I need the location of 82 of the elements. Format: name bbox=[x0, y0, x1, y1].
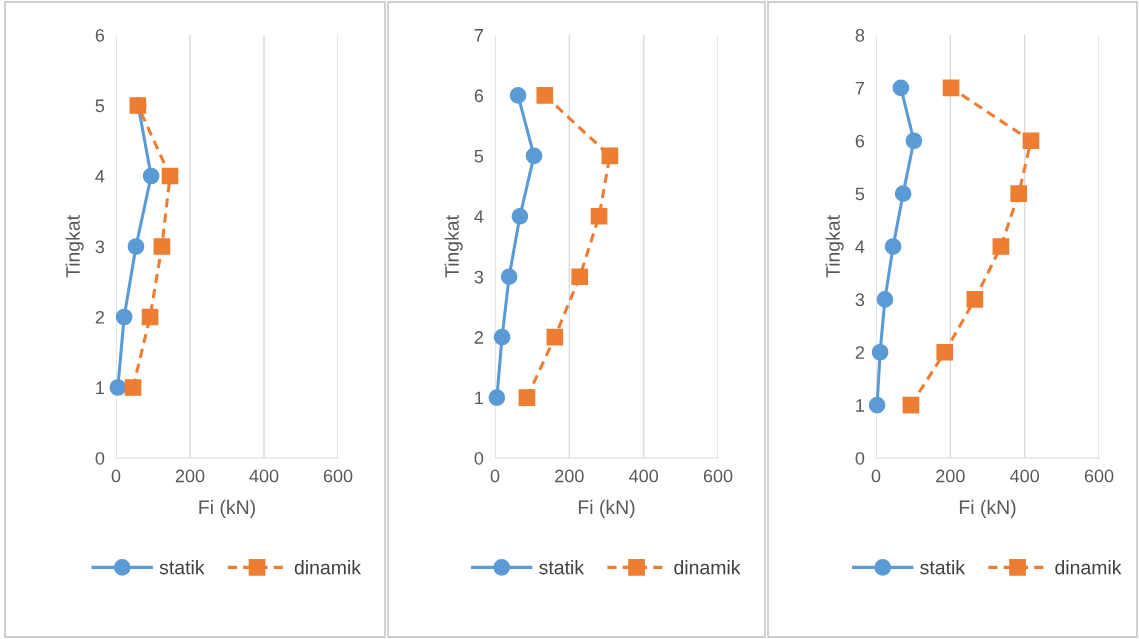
point bbox=[966, 291, 984, 308]
point bbox=[868, 396, 886, 414]
y-tick-label: 2 bbox=[95, 310, 104, 324]
point bbox=[902, 396, 920, 414]
point bbox=[571, 268, 589, 286]
x-tick-label: 0 bbox=[871, 469, 881, 483]
y-tick-label: 4 bbox=[474, 210, 484, 223]
y-tick-label: 2 bbox=[474, 331, 483, 344]
x-tick-label: 0 bbox=[490, 469, 500, 483]
y-tick-label: 8 bbox=[855, 28, 865, 42]
y-tick-label: 1 bbox=[856, 399, 865, 412]
point bbox=[142, 167, 160, 185]
point bbox=[1022, 132, 1040, 150]
x-tick-label: 400 bbox=[1010, 469, 1040, 483]
x-tick-label: 200 bbox=[555, 469, 584, 483]
point bbox=[500, 268, 518, 286]
y-tick-label: 4 bbox=[95, 170, 105, 183]
point bbox=[509, 87, 527, 104]
y-tick-label: 3 bbox=[855, 293, 865, 307]
legend-label: statik bbox=[920, 560, 966, 575]
point bbox=[488, 389, 506, 406]
x-tick-label: 600 bbox=[323, 469, 353, 483]
point bbox=[601, 147, 619, 165]
legend-label: dinamik bbox=[674, 560, 741, 575]
x-tick-label: 600 bbox=[1084, 469, 1114, 483]
legend-label: dinamik bbox=[294, 560, 361, 575]
y-tick-label: 3 bbox=[474, 270, 484, 284]
y-tick-label: 6 bbox=[855, 134, 865, 148]
point bbox=[590, 207, 608, 225]
y-tick-label: 0 bbox=[95, 451, 105, 465]
point bbox=[884, 238, 902, 255]
y-tick-label: 2 bbox=[855, 346, 864, 359]
y-tick-label: 7 bbox=[474, 29, 483, 42]
point bbox=[936, 343, 954, 361]
y-axis-title: Tingkat bbox=[444, 215, 463, 278]
y-tick-label: 1 bbox=[475, 391, 484, 405]
y-axis-title: Tingkat bbox=[65, 215, 84, 278]
y-tick-label: 5 bbox=[855, 187, 865, 201]
point bbox=[892, 79, 910, 97]
point bbox=[493, 328, 511, 346]
legend-label: statik bbox=[539, 560, 585, 575]
point bbox=[518, 389, 536, 406]
y-tick-label: 4 bbox=[855, 240, 865, 254]
point bbox=[153, 238, 171, 255]
x-tick-label: 400 bbox=[629, 469, 659, 483]
x-tick-label: 400 bbox=[249, 469, 279, 483]
x-axis-title: Fi (kN) bbox=[959, 499, 1016, 518]
point bbox=[511, 207, 529, 225]
point bbox=[1010, 185, 1028, 202]
point bbox=[161, 167, 179, 185]
point bbox=[894, 185, 912, 202]
y-tick-label: 6 bbox=[474, 89, 484, 103]
y-tick-label: 6 bbox=[95, 28, 105, 42]
point bbox=[115, 308, 133, 326]
legend-label: dinamik bbox=[1055, 560, 1122, 575]
y-tick-label: 5 bbox=[95, 99, 105, 113]
point bbox=[127, 238, 145, 255]
y-tick-label: 5 bbox=[474, 149, 484, 163]
point bbox=[871, 343, 889, 361]
y-tick-label: 1 bbox=[96, 381, 105, 395]
point bbox=[992, 238, 1010, 255]
point bbox=[942, 79, 960, 97]
point bbox=[876, 291, 894, 308]
y-tick-label: 3 bbox=[95, 240, 105, 254]
point bbox=[109, 379, 127, 396]
y-tick-label: 7 bbox=[855, 82, 864, 95]
point bbox=[141, 308, 159, 326]
x-tick-label: 0 bbox=[111, 469, 121, 483]
y-tick-label: 0 bbox=[855, 451, 865, 465]
point bbox=[546, 328, 564, 346]
point bbox=[905, 132, 923, 150]
x-tick-label: 600 bbox=[703, 469, 733, 483]
y-axis-title: Tingkat bbox=[825, 215, 844, 278]
x-tick-label: 200 bbox=[936, 469, 965, 483]
x-axis-title: Fi (kN) bbox=[199, 499, 255, 518]
legend-label: statik bbox=[159, 560, 205, 575]
x-axis-title: Fi (kN) bbox=[578, 499, 635, 518]
y-tick-label: 0 bbox=[474, 451, 484, 465]
point bbox=[124, 379, 142, 396]
point bbox=[525, 147, 543, 165]
point bbox=[536, 87, 554, 104]
x-tick-label: 200 bbox=[175, 469, 205, 483]
